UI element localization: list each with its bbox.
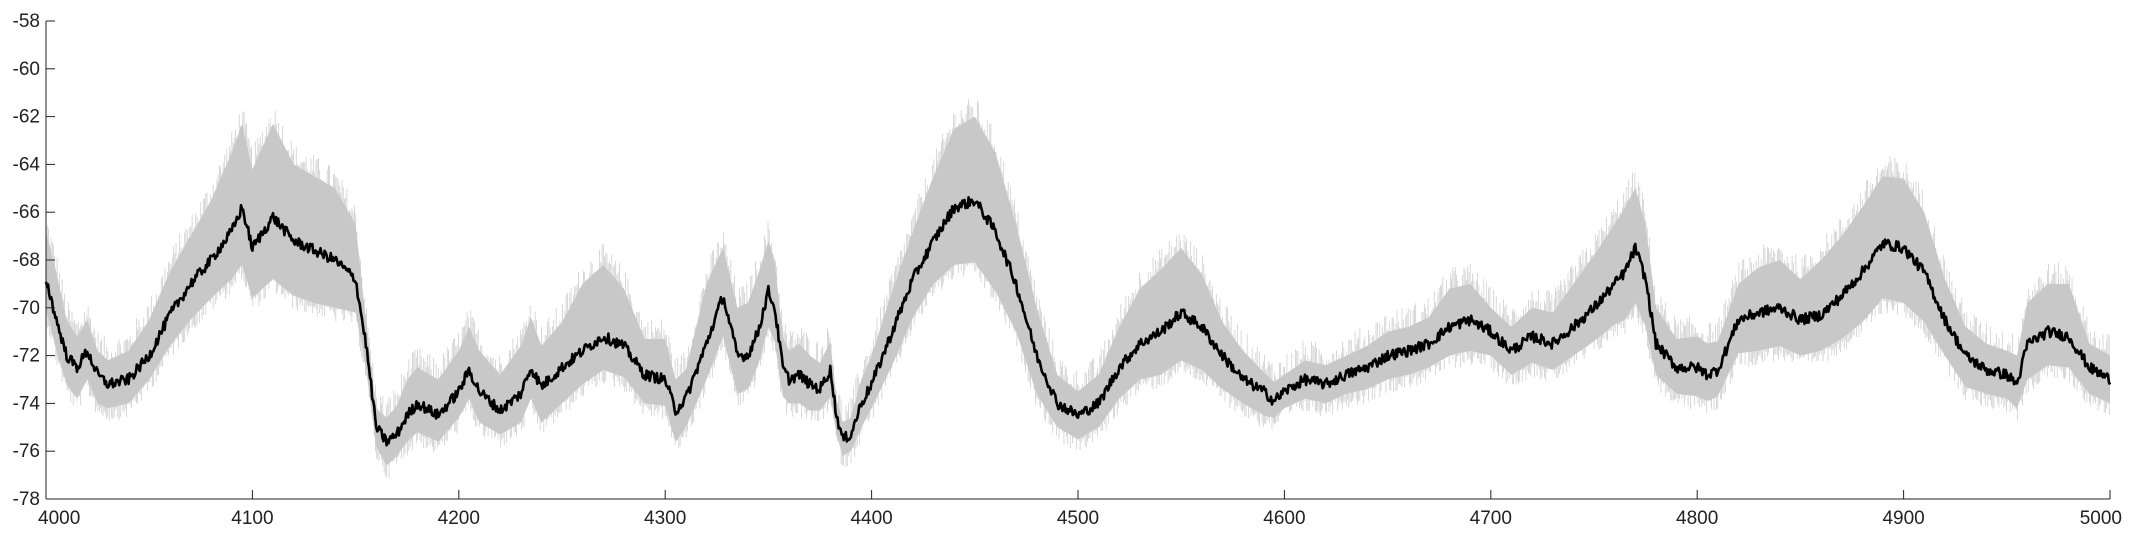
x-tick-label: 4400	[850, 508, 892, 529]
y-tick-label: -58	[13, 11, 40, 32]
y-tick-label: -76	[13, 441, 40, 462]
y-tick-label: -64	[13, 154, 41, 175]
y-tick-label: -78	[13, 489, 40, 510]
x-tick-label: 4000	[38, 508, 80, 529]
x-tick-label: 4800	[1676, 508, 1718, 529]
y-tick-label: -60	[13, 59, 40, 80]
x-tick-label: 4200	[438, 508, 480, 529]
x-tick-label: 4100	[231, 508, 273, 529]
mean-line-layer	[44, 196, 2112, 447]
x-tick-label: 5000	[2080, 508, 2122, 529]
x-tick-label: 4900	[1882, 508, 1924, 529]
band-area	[46, 116, 2110, 466]
y-tick-label: -68	[13, 250, 40, 271]
tick-marks	[45, 20, 2111, 500]
band-noise	[45, 99, 2110, 478]
confidence-band-layer	[45, 99, 2110, 478]
x-tick-label: 4600	[1263, 508, 1305, 529]
x-tick-label: 4500	[1057, 508, 1099, 529]
y-tick-label: -72	[13, 346, 40, 367]
mean-line	[44, 196, 2112, 447]
x-tick-label: 4700	[1470, 508, 1512, 529]
y-tick-label: -70	[13, 298, 40, 319]
y-tick-label: -74	[13, 393, 41, 414]
y-tick-label: -66	[13, 202, 40, 223]
y-tick-label: -62	[13, 107, 40, 128]
x-tick-label: 4300	[644, 508, 686, 529]
